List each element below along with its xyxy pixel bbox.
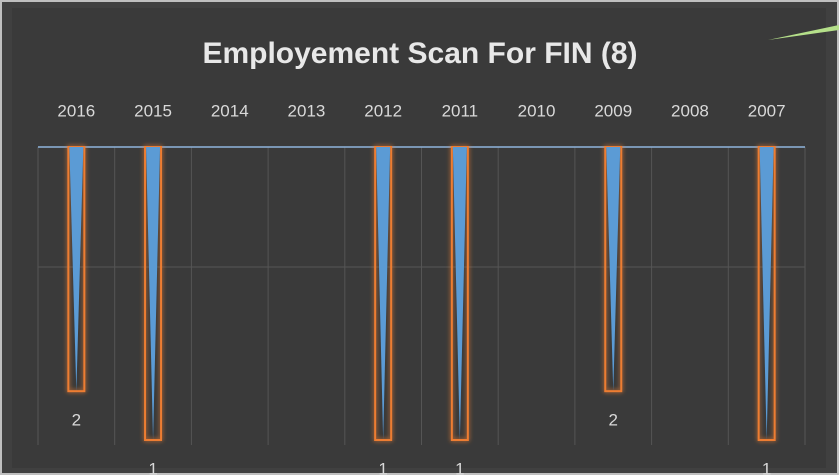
bar	[452, 147, 467, 440]
chart-title: Employement Scan For FIN (8)	[202, 37, 637, 70]
x-tick-label: 2009	[594, 101, 632, 120]
data-label: 1	[378, 459, 387, 475]
decoration	[768, 25, 839, 40]
x-tick-label: 2013	[288, 101, 326, 120]
x-tick-label: 2007	[748, 101, 786, 120]
plot-background	[12, 8, 826, 468]
bar	[69, 147, 84, 392]
x-tick-label: 2015	[134, 101, 172, 120]
bar	[606, 147, 621, 392]
bar	[376, 147, 391, 440]
data-label: 1	[455, 459, 464, 475]
data-label: 1	[148, 459, 157, 475]
bar	[759, 147, 774, 440]
x-tick-label: 2012	[364, 101, 402, 120]
x-tick-label: 2010	[518, 101, 556, 120]
data-label: 2	[72, 411, 81, 430]
x-tick-label: 2008	[671, 101, 709, 120]
x-tick-label: 2014	[211, 101, 249, 120]
data-label: 2	[609, 411, 618, 430]
x-tick-label: 2016	[57, 101, 95, 120]
x-tick-label: 2011	[442, 101, 479, 120]
data-label: 1	[762, 459, 771, 475]
bar	[146, 147, 161, 440]
